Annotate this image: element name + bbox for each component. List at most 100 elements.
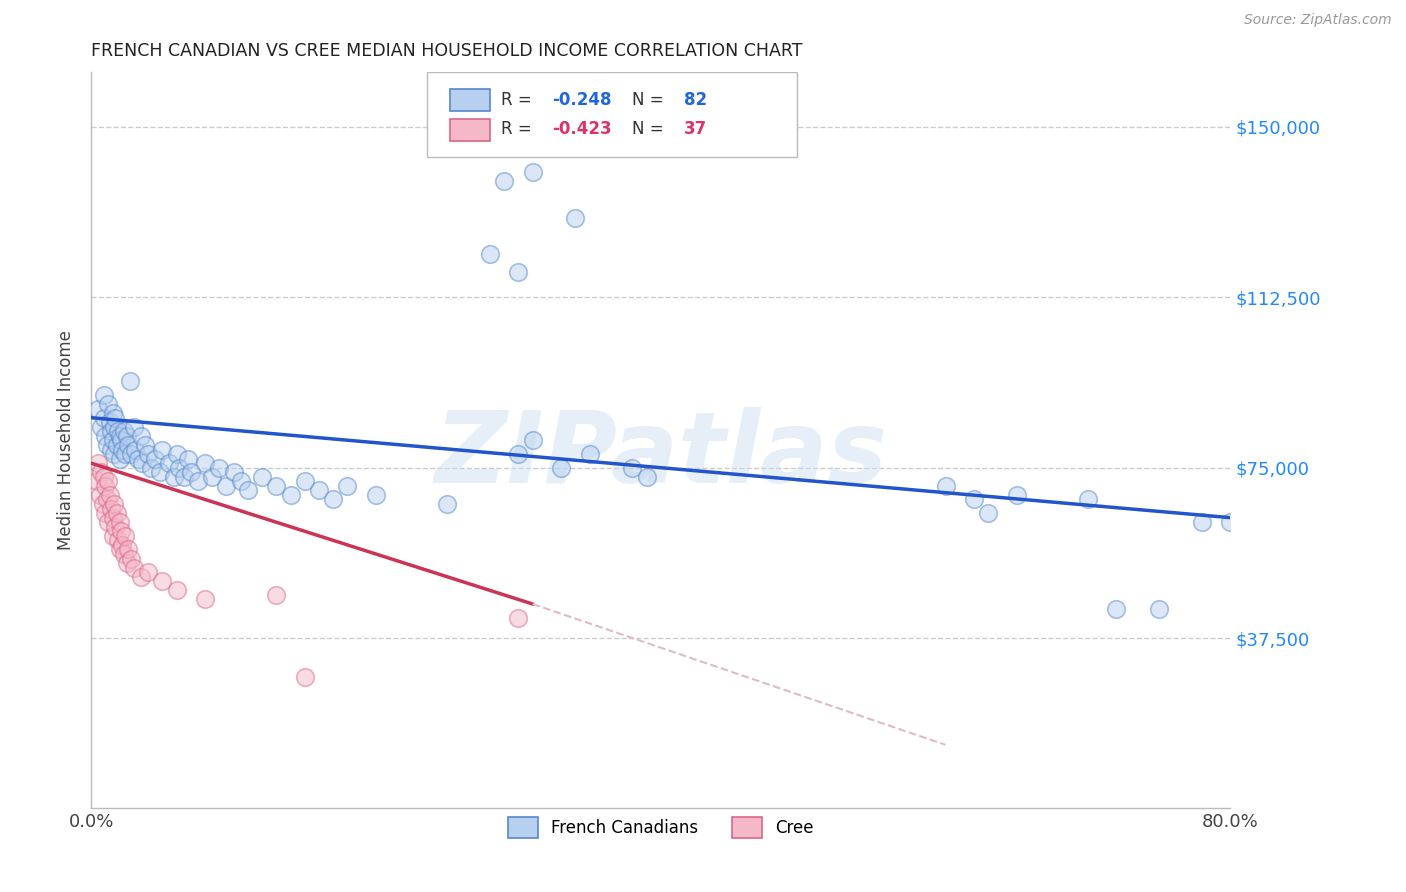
- Point: [108, 451, 131, 466]
- Point: [94, 429, 117, 443]
- Point: [110, 524, 132, 539]
- Point: [111, 442, 134, 457]
- Point: [103, 497, 125, 511]
- Point: [187, 475, 209, 489]
- Point: [522, 165, 544, 179]
- Point: [108, 429, 131, 443]
- Point: [1191, 515, 1213, 529]
- Point: [93, 410, 115, 425]
- Point: [294, 670, 316, 684]
- Point: [935, 479, 957, 493]
- Point: [104, 520, 127, 534]
- Point: [166, 447, 188, 461]
- Point: [201, 470, 224, 484]
- Text: 37: 37: [683, 120, 707, 138]
- Point: [90, 465, 112, 479]
- Point: [108, 515, 131, 529]
- Text: N =: N =: [633, 120, 669, 138]
- Point: [180, 465, 202, 479]
- Point: [94, 479, 117, 493]
- Point: [87, 401, 110, 416]
- Point: [139, 460, 162, 475]
- Point: [636, 470, 658, 484]
- Point: [364, 488, 387, 502]
- Point: [264, 479, 287, 493]
- Point: [1219, 515, 1241, 529]
- Point: [91, 497, 114, 511]
- Point: [114, 447, 136, 461]
- Point: [436, 497, 458, 511]
- Point: [103, 419, 125, 434]
- FancyBboxPatch shape: [450, 119, 489, 141]
- Point: [564, 211, 586, 225]
- Point: [1005, 488, 1028, 502]
- Point: [103, 447, 125, 461]
- Point: [101, 434, 124, 448]
- Point: [117, 438, 139, 452]
- Point: [97, 397, 120, 411]
- Point: [120, 551, 142, 566]
- Point: [122, 560, 145, 574]
- Text: -0.248: -0.248: [553, 91, 612, 109]
- Point: [322, 492, 344, 507]
- Text: R =: R =: [502, 91, 537, 109]
- Point: [150, 442, 173, 457]
- Point: [87, 456, 110, 470]
- Point: [143, 451, 166, 466]
- Point: [621, 460, 644, 475]
- Point: [105, 506, 128, 520]
- Point: [1147, 601, 1170, 615]
- Point: [115, 429, 138, 443]
- Point: [101, 529, 124, 543]
- Point: [494, 174, 516, 188]
- Point: [478, 247, 501, 261]
- Point: [208, 460, 231, 475]
- Point: [963, 492, 986, 507]
- Point: [98, 488, 121, 502]
- Point: [129, 570, 152, 584]
- Point: [101, 406, 124, 420]
- Point: [508, 610, 530, 624]
- Point: [508, 265, 530, 279]
- Text: 82: 82: [683, 91, 707, 109]
- Point: [111, 538, 134, 552]
- Point: [100, 425, 122, 439]
- Text: N =: N =: [633, 91, 669, 109]
- Point: [97, 475, 120, 489]
- Point: [97, 515, 120, 529]
- Text: FRENCH CANADIAN VS CREE MEDIAN HOUSEHOLD INCOME CORRELATION CHART: FRENCH CANADIAN VS CREE MEDIAN HOUSEHOLD…: [91, 42, 803, 60]
- Point: [222, 465, 245, 479]
- Point: [177, 451, 200, 466]
- Point: [96, 438, 118, 452]
- Point: [308, 483, 330, 498]
- Point: [522, 434, 544, 448]
- Point: [131, 456, 153, 470]
- Point: [136, 447, 159, 461]
- Point: [550, 460, 572, 475]
- Point: [159, 456, 181, 470]
- Point: [1077, 492, 1099, 507]
- Point: [173, 470, 195, 484]
- Point: [94, 506, 117, 520]
- Point: [112, 425, 135, 439]
- Point: [229, 475, 252, 489]
- Point: [129, 429, 152, 443]
- Point: [150, 574, 173, 589]
- Point: [114, 529, 136, 543]
- Point: [108, 542, 131, 557]
- Point: [169, 460, 191, 475]
- Text: Source: ZipAtlas.com: Source: ZipAtlas.com: [1244, 13, 1392, 28]
- Point: [110, 434, 132, 448]
- Point: [127, 451, 149, 466]
- Text: ZIPatlas: ZIPatlas: [434, 407, 887, 504]
- Point: [194, 456, 217, 470]
- Text: -0.423: -0.423: [553, 120, 612, 138]
- Point: [280, 488, 302, 502]
- Point: [117, 542, 139, 557]
- Point: [89, 488, 111, 502]
- FancyBboxPatch shape: [450, 88, 489, 111]
- Text: R =: R =: [502, 120, 537, 138]
- Point: [136, 565, 159, 579]
- Point: [100, 442, 122, 457]
- Point: [105, 438, 128, 452]
